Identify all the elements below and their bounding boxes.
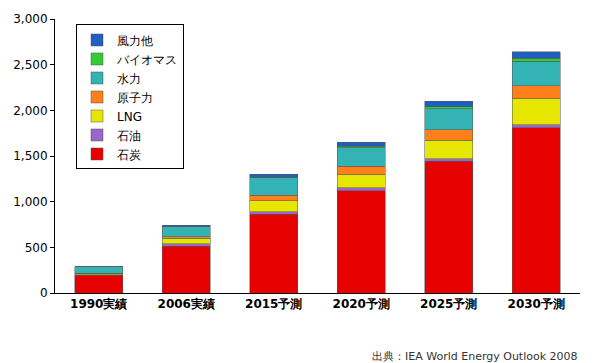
svg-text:2006実績: 2006実績 [158,297,215,311]
svg-text:バイオマス: バイオマス [116,53,177,67]
svg-text:風力他: 風力他 [117,34,153,48]
svg-text:LNG: LNG [117,110,142,124]
svg-text:石炭: 石炭 [117,148,141,162]
svg-text:水力: 水力 [117,72,141,86]
svg-text:2030予測: 2030予測 [508,297,565,311]
svg-text:3,000: 3,000 [13,12,47,26]
svg-text:石油: 石油 [117,129,141,143]
svg-text:2,000: 2,000 [13,104,47,118]
svg-text:1990実績: 1990実績 [70,297,127,311]
svg-text:2025予測: 2025予測 [420,297,477,311]
svg-text:0: 0 [40,286,48,300]
svg-text:1,000: 1,000 [13,195,47,209]
svg-text:出典：IEA World Energy Outlook 20: 出典：IEA World Energy Outlook 2008 [372,350,578,363]
svg-text:500: 500 [25,241,48,255]
svg-text:原子力: 原子力 [117,91,153,105]
svg-text:1,500: 1,500 [13,149,47,163]
svg-text:2020予測: 2020予測 [333,297,390,311]
svg-text:2,500: 2,500 [13,58,47,72]
svg-text:2015予測: 2015予測 [245,297,302,311]
